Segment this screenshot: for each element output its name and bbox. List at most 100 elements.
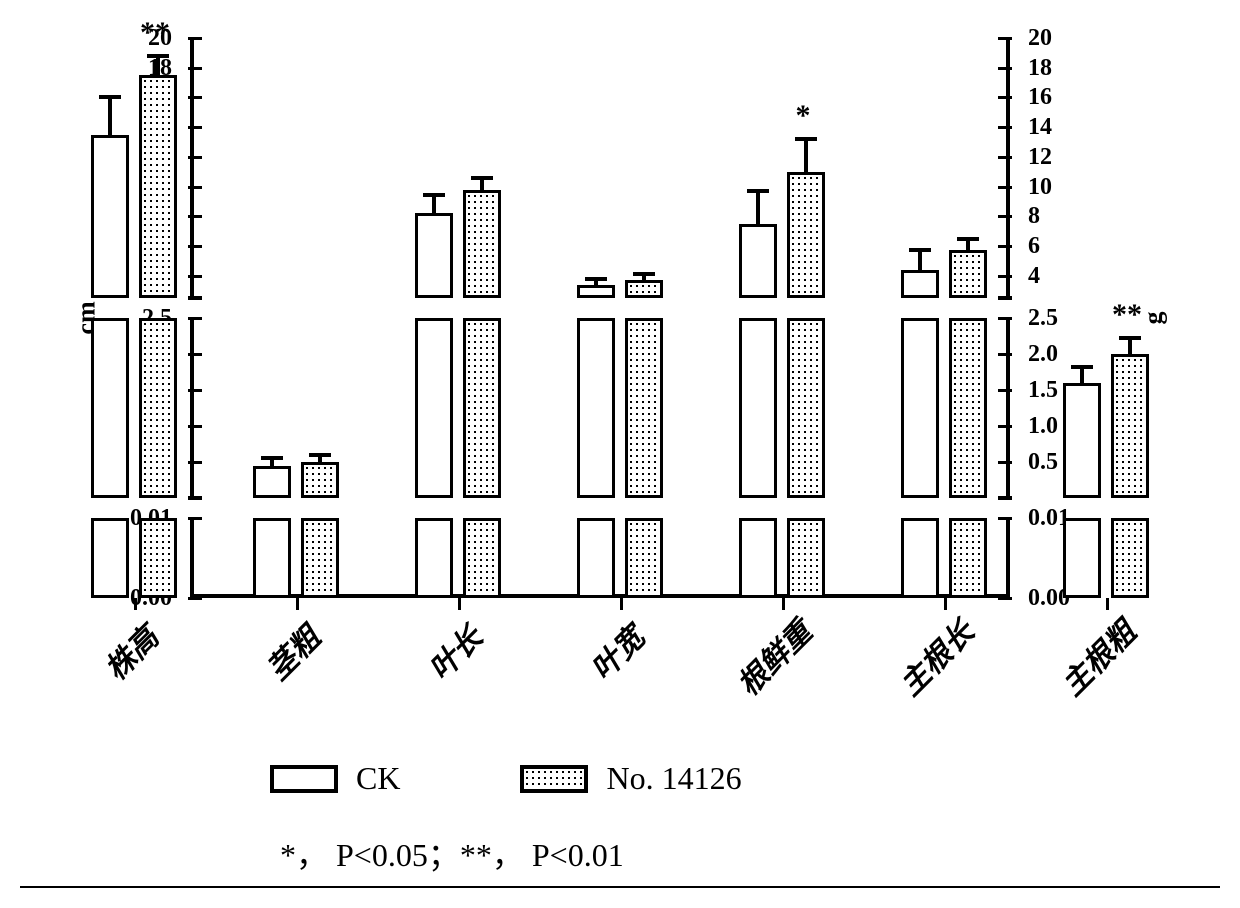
- y-tick: [188, 96, 202, 99]
- error-cap: [1119, 336, 1141, 340]
- y-tick: [998, 389, 1012, 392]
- y-tick: [998, 67, 1012, 70]
- error-cap: [99, 95, 121, 99]
- error-whisker: [1128, 338, 1132, 354]
- footnote: *， P<0.05；**， P<0.01: [280, 830, 624, 876]
- error-cap: [633, 272, 655, 276]
- x-tick: [1106, 598, 1109, 610]
- y-tick: [188, 597, 202, 600]
- bar-ck: [901, 318, 939, 498]
- error-cap: [423, 193, 445, 197]
- bar-ck: [577, 285, 615, 298]
- error-cap: [747, 189, 769, 193]
- y-tick-label: 6: [1028, 234, 1040, 258]
- legend: CK No. 14126: [270, 760, 742, 797]
- bar-ck: [91, 518, 129, 598]
- bar-ck: [577, 318, 615, 498]
- y-tick: [998, 353, 1012, 356]
- bar-tr: [463, 518, 501, 598]
- x-tick: [296, 598, 299, 610]
- bar-ck: [415, 318, 453, 498]
- bar-ck: [739, 224, 777, 298]
- bar-tr: [949, 318, 987, 498]
- bar-ck: [1063, 383, 1101, 498]
- bar-ck: [253, 518, 291, 598]
- bar-ck: [253, 466, 291, 498]
- y-tick: [188, 317, 202, 320]
- y-tick-label: 12: [1028, 145, 1052, 169]
- legend-label-ck: CK: [356, 760, 400, 797]
- error-whisker: [432, 195, 436, 213]
- x-category-label: 根鲜重: [725, 609, 820, 704]
- plot-area: cm g 4466881010121214141616181820200.50.…: [190, 38, 1010, 598]
- error-cap: [147, 54, 169, 58]
- error-cap: [471, 176, 493, 180]
- y-tick-label: 10: [1028, 175, 1052, 199]
- x-tick: [458, 598, 461, 610]
- legend-item-ck: CK: [270, 760, 400, 797]
- legend-label-tr: No. 14126: [606, 760, 741, 797]
- bar-tr: [787, 318, 825, 498]
- bar-ck: [901, 270, 939, 298]
- y-tick: [188, 461, 202, 464]
- y-tick: [188, 389, 202, 392]
- error-whisker: [156, 56, 160, 75]
- y-tick-label: 2.0: [1028, 342, 1058, 366]
- y-tick: [998, 597, 1012, 600]
- y-tick: [188, 67, 202, 70]
- y-tick-label: 4: [1028, 264, 1040, 288]
- bar-ck: [577, 518, 615, 598]
- x-category-label: 株高: [93, 615, 167, 689]
- x-tick: [620, 598, 623, 610]
- error-cap: [909, 248, 931, 252]
- bar-ck: [415, 518, 453, 598]
- y-tick-label: 1.5: [1028, 378, 1058, 402]
- y-tick: [998, 215, 1012, 218]
- y-tick: [998, 37, 1012, 40]
- y-tick: [998, 245, 1012, 248]
- y-tick: [998, 317, 1012, 320]
- y-tick: [998, 425, 1012, 428]
- x-tick: [944, 598, 947, 610]
- chart-container: cm g 4466881010121214141616181820200.50.…: [20, 20, 1220, 888]
- error-cap: [795, 137, 817, 141]
- error-cap: [585, 277, 607, 281]
- x-category-label: 叶长: [417, 615, 491, 689]
- x-tick: [134, 598, 137, 610]
- x-category-label: 叶宽: [579, 615, 653, 689]
- y-tick: [188, 37, 202, 40]
- error-whisker: [918, 250, 922, 269]
- bar-ck: [901, 518, 939, 598]
- bar-ck: [415, 213, 453, 298]
- y-tick: [188, 517, 202, 520]
- axis-cap: [998, 296, 1012, 300]
- y-tick-label: 18: [1028, 56, 1052, 80]
- bar-tr: [463, 318, 501, 498]
- y-tick: [188, 186, 202, 189]
- axis-cap: [998, 496, 1012, 500]
- legend-swatch-ck: [270, 765, 338, 793]
- bottom-rule: [20, 886, 1220, 888]
- y-tick: [188, 425, 202, 428]
- y-tick: [188, 156, 202, 159]
- y-tick: [998, 186, 1012, 189]
- bar-tr: [949, 250, 987, 298]
- bar-ck: [1063, 518, 1101, 598]
- x-category-label: 茎粗: [255, 615, 329, 689]
- error-whisker: [1080, 367, 1084, 383]
- y-tick-label: 8: [1028, 204, 1040, 228]
- bar-ck: [739, 518, 777, 598]
- error-whisker: [756, 191, 760, 224]
- x-category-label: 主根粗: [1049, 609, 1144, 704]
- bar-tr: [139, 75, 177, 298]
- y-tick-label: 16: [1028, 85, 1052, 109]
- y-tick: [188, 275, 202, 278]
- bar-tr: [787, 518, 825, 598]
- bar-tr: [625, 280, 663, 298]
- y-tick: [998, 96, 1012, 99]
- bar-ck: [739, 318, 777, 498]
- bar-tr: [1111, 354, 1149, 498]
- bar-tr: [625, 518, 663, 598]
- axis-cap: [188, 496, 202, 500]
- significance-marker: *: [773, 99, 833, 133]
